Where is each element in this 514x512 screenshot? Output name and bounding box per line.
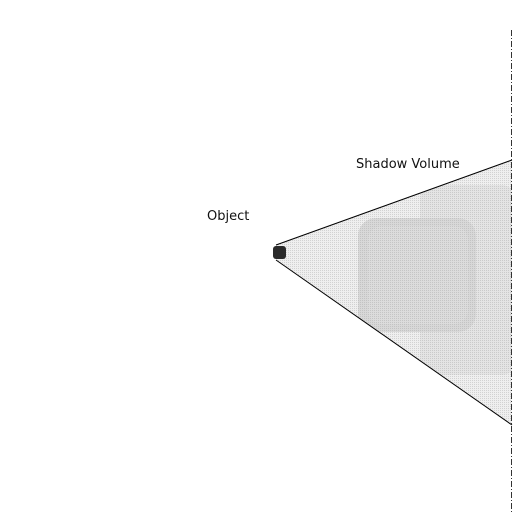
shadow-volume-dither xyxy=(276,160,512,425)
shadow-volume-region xyxy=(276,160,512,425)
shadow-volume-label: Shadow Volume xyxy=(356,157,460,172)
shadow-volume-lower-edge xyxy=(275,259,513,426)
object-shape xyxy=(273,246,286,259)
object-label: Object xyxy=(207,209,249,224)
shadow-volume-upper-edge xyxy=(275,159,513,246)
